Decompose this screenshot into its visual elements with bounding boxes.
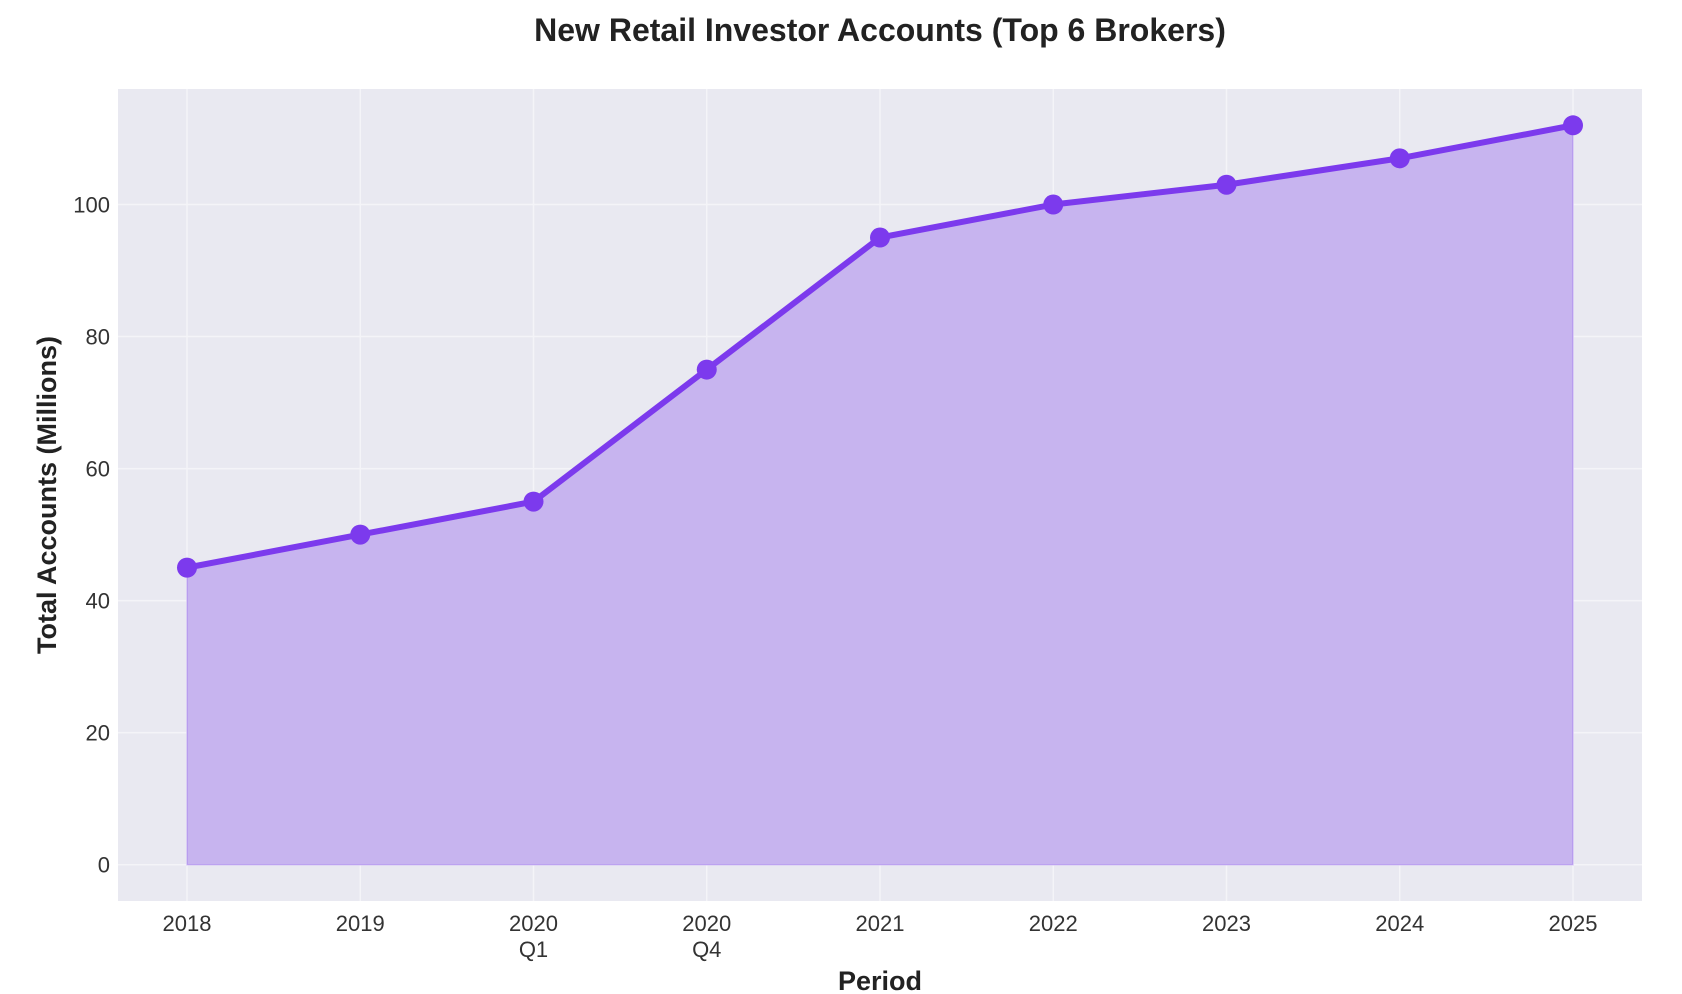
- data-point: [1216, 174, 1237, 195]
- x-axis-ticks: 2018 2019 2020 Q1 2020 Q4 2021 2022 2023 2024 2025: [163, 911, 1598, 962]
- x-tick-label: 2021: [856, 911, 905, 936]
- x-tick-label: 2018: [163, 911, 212, 936]
- x-tick-label: 2020 Q4: [682, 911, 731, 962]
- y-tick-label: 100: [73, 193, 110, 218]
- data-point: [350, 524, 371, 545]
- y-tick-label: 80: [86, 325, 110, 350]
- x-tick-label: 2019: [336, 911, 385, 936]
- y-axis-label: Total Accounts (Millions): [32, 336, 62, 654]
- data-point: [1389, 148, 1410, 169]
- y-tick-label: 0: [98, 853, 110, 878]
- x-tick-label: 2025: [1549, 911, 1598, 936]
- x-tick-label: 2020 Q1: [509, 911, 558, 962]
- data-point: [1043, 194, 1064, 215]
- y-tick-label: 20: [86, 721, 110, 746]
- data-point: [696, 359, 717, 380]
- data-point: [177, 557, 197, 578]
- x-tick-label: 2022: [1029, 911, 1078, 936]
- y-tick-label: 40: [86, 589, 110, 614]
- y-axis-ticks: 0 20 40 60 80 100: [73, 193, 110, 878]
- x-axis-label: Period: [838, 966, 922, 994]
- x-tick-label: 2024: [1375, 911, 1424, 936]
- chart-title: New Retail Investor Accounts (Top 6 Brok…: [534, 12, 1226, 48]
- data-points: [177, 115, 1583, 578]
- data-point: [523, 491, 544, 512]
- data-point: [870, 227, 890, 248]
- x-tick-label: 2023: [1202, 911, 1251, 936]
- data-point: [1563, 115, 1583, 136]
- y-tick-label: 60: [86, 457, 110, 482]
